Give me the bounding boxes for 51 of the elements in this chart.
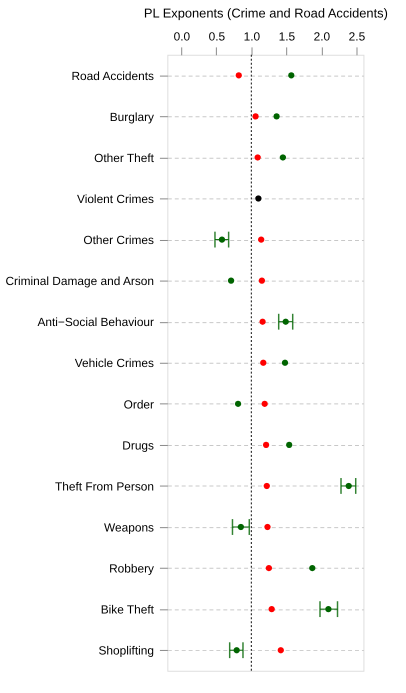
y-tick-label: Order [124, 397, 154, 412]
point [236, 72, 242, 78]
x-tick-label: 2.0 [314, 29, 331, 44]
y-tick-label: Theft From Person [54, 479, 154, 494]
point [234, 400, 242, 407]
point [255, 195, 262, 202]
point [286, 442, 292, 448]
y-tick-label: Weapons [104, 520, 154, 534]
y-tick-label: Burglary [110, 110, 154, 124]
point [258, 278, 266, 284]
y-tick-label: Road Accidents [71, 68, 154, 83]
x-tick-label: 0.5 [208, 29, 226, 44]
point [273, 113, 280, 120]
point [262, 442, 270, 448]
y-tick-label: Bike Theft [100, 602, 155, 617]
point [218, 236, 226, 243]
x-axis-title: PL Exponents (Crime and Road Accidents) [144, 6, 388, 21]
point [268, 606, 275, 612]
point [228, 278, 234, 284]
point [259, 318, 266, 325]
x-tick-label: 2.5 [348, 29, 366, 44]
point [238, 524, 244, 530]
point [258, 236, 264, 243]
point [234, 647, 240, 654]
point [325, 606, 332, 612]
point [262, 400, 268, 407]
y-tick-label: Criminal Damage and Arson [5, 274, 154, 288]
y-tick-label: Robbery [109, 562, 154, 576]
y-tick-label: Drugs [122, 438, 154, 452]
point [282, 318, 289, 325]
point [264, 482, 270, 490]
point [288, 72, 294, 78]
point [278, 647, 284, 654]
point [252, 113, 259, 120]
point [282, 360, 288, 366]
point [254, 154, 261, 161]
y-tick-label: Violent Crimes [76, 192, 154, 206]
point [260, 360, 266, 366]
x-tick-label: 1.0 [244, 29, 261, 44]
x-tick-label: 0.0 [174, 29, 190, 44]
y-tick-label: Anti−Social Behaviour [37, 315, 154, 330]
point [264, 524, 271, 530]
point [280, 154, 286, 161]
y-tick-label: Other Crimes [83, 233, 154, 248]
y-tick-label: Other Theft [94, 150, 155, 165]
point [309, 564, 316, 572]
point [346, 482, 352, 490]
y-tick-label: Shoplifting [98, 644, 154, 658]
y-tick-label: Vehicle Crimes [74, 356, 154, 370]
x-tick-label: 1.5 [278, 29, 296, 44]
point [266, 564, 272, 572]
